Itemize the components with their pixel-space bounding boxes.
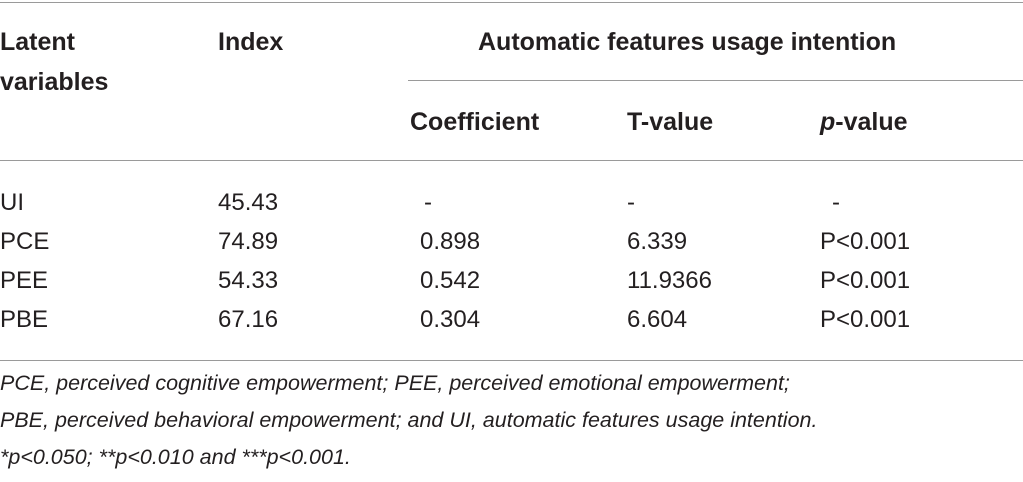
group-rule bbox=[408, 80, 1023, 81]
header-rule bbox=[0, 160, 1023, 161]
footnote-line: PCE, perceived cognitive empowerment; PE… bbox=[0, 371, 790, 395]
header-p-italic: p bbox=[820, 108, 836, 136]
header-p-value: p-value bbox=[820, 110, 908, 135]
table-cell: 67.16 bbox=[218, 306, 279, 333]
table-cell: 74.89 bbox=[218, 228, 279, 255]
table-cell: 0.542 bbox=[420, 267, 481, 294]
table-cell: - bbox=[627, 189, 635, 216]
table-cell: - bbox=[424, 189, 432, 216]
footnote-line: *p<0.050; **p<0.010 and ***p<0.001. bbox=[0, 445, 351, 469]
header-group: Automatic features usage intention bbox=[478, 28, 897, 56]
header-coefficient: Coefficient bbox=[410, 108, 540, 136]
header-p-rest: -value bbox=[835, 108, 908, 136]
footnote-line: PBE, perceived behavioral empowerment; a… bbox=[0, 408, 818, 432]
header-t-value: T-value bbox=[627, 108, 714, 136]
table-cell: 11.9366 bbox=[627, 267, 712, 294]
header-latent: Latent variables bbox=[0, 28, 109, 96]
table-cell: 54.33 bbox=[218, 267, 279, 294]
table-cell: P<0.001 bbox=[820, 267, 911, 294]
table-cell: P<0.001 bbox=[820, 306, 911, 333]
table-cell: P<0.001 bbox=[820, 228, 911, 255]
bottom-rule bbox=[0, 360, 1023, 361]
table-cell: 6.604 bbox=[627, 306, 688, 333]
table-cell: PEE bbox=[0, 267, 49, 294]
table-cell: 0.304 bbox=[420, 306, 481, 333]
table-cell: 0.898 bbox=[420, 228, 481, 255]
table-cell: 6.339 bbox=[627, 228, 688, 255]
table-cell: PCE bbox=[0, 228, 50, 255]
header-index: Index bbox=[218, 28, 284, 56]
table-cell: UI bbox=[0, 189, 24, 216]
table-cell: 45.43 bbox=[218, 189, 279, 216]
top-rule bbox=[0, 2, 1023, 3]
table-cell: - bbox=[832, 189, 840, 216]
table-cell: PBE bbox=[0, 306, 49, 333]
